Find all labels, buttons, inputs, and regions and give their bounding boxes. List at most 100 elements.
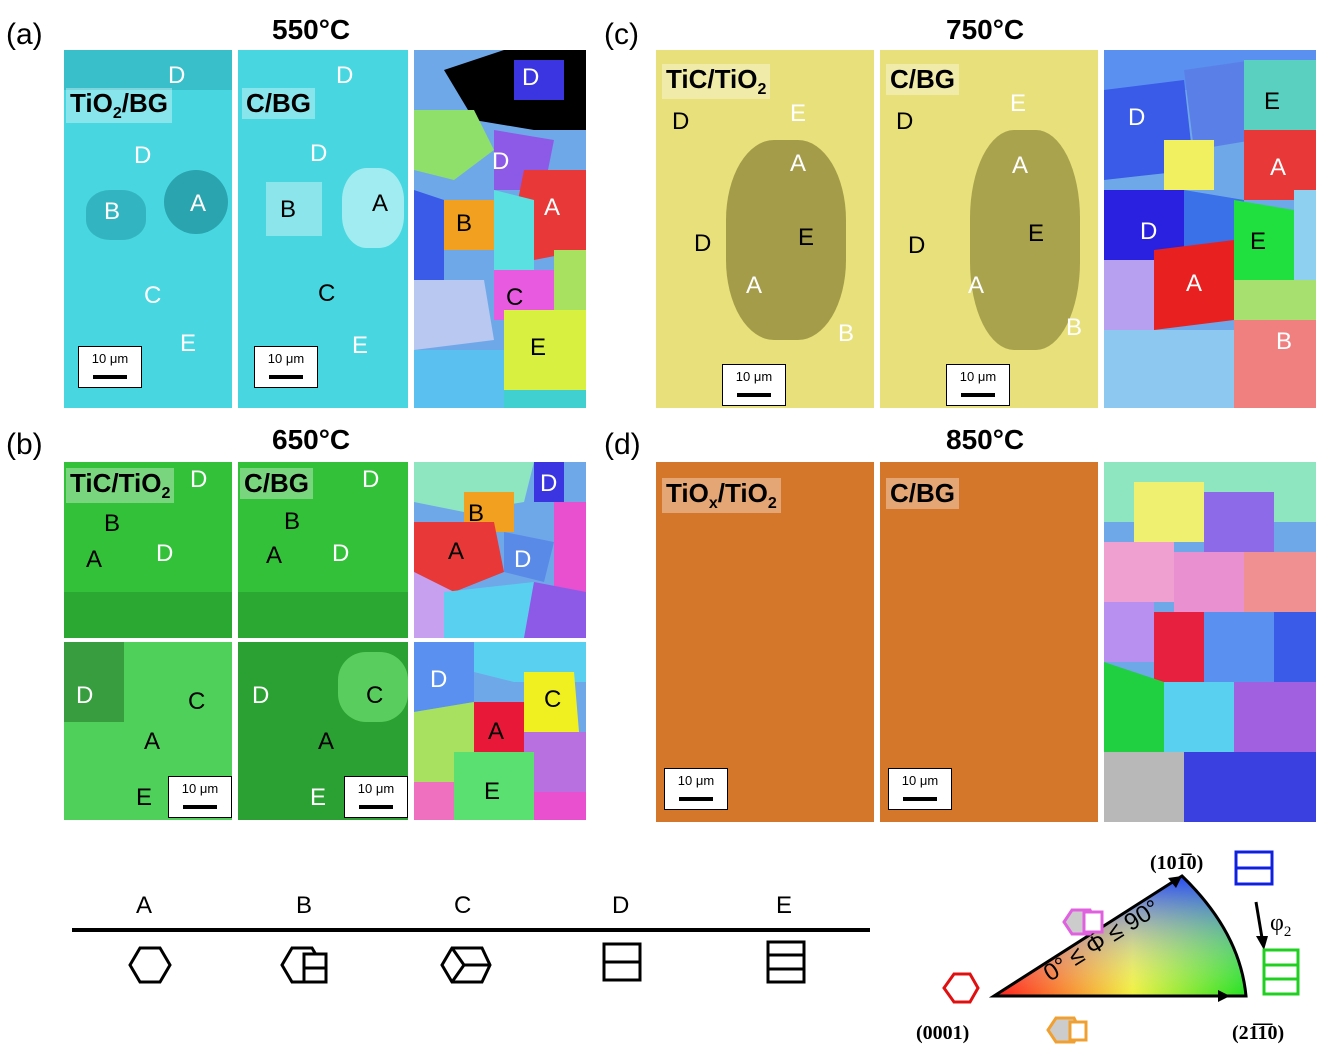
panel-d-temperature: 850°C <box>946 424 1025 455</box>
legend-letter-d: D <box>612 892 630 919</box>
grain-label: C <box>366 682 384 709</box>
legend-letter-e: E <box>776 892 793 919</box>
panel-b-left-title: TiC/TiO2 <box>66 468 175 504</box>
panel-c-label: (c) <box>604 18 639 51</box>
panel-c-tic-map: TiC/TiO2 D E A D E A B 10 μm <box>656 50 874 408</box>
grain-label: A <box>1012 152 1029 179</box>
grain-label: E <box>484 778 501 805</box>
grain-label: D <box>540 470 558 497</box>
panel-d-tiox-map: TiOx/TiO2 10 μm <box>656 462 874 822</box>
panel-a-c-map: C/BG D D B A C E 10 μm <box>238 50 408 408</box>
panel-b-bottom-tic-map: D C A E 10 μm <box>64 642 232 820</box>
panel-d-left-title: TiOx/TiO2 <box>662 478 781 514</box>
grain-label: D <box>190 466 208 493</box>
ipf-left-plane: (0001) <box>916 1022 970 1044</box>
ipf-color-key: 0° ≤ Φ ≤ 90° <box>942 850 1300 1044</box>
tilted-prism-icon <box>280 946 328 984</box>
grain-label: C <box>188 688 206 715</box>
panel-b-bottom-c-map: D C A E 10 μm <box>238 642 408 820</box>
inclined-prism-icon <box>440 946 492 984</box>
grain-label: A <box>544 194 561 221</box>
panel-a-left-title: TiO2/BG <box>66 88 172 124</box>
scale-bar: 10 μm <box>168 776 232 818</box>
scale-bar: 10 μm <box>78 346 142 388</box>
grain-label: E <box>1028 220 1045 247</box>
grain-label: D <box>336 62 354 89</box>
legend-divider <box>72 928 870 932</box>
grain-label: A <box>448 538 465 565</box>
grain-label: A <box>968 272 985 299</box>
grain-label: B <box>468 500 485 527</box>
grain-label: D <box>1140 218 1158 245</box>
legend-letter-b: B <box>296 892 313 919</box>
grain-label: B <box>104 198 121 225</box>
grain-label: C <box>506 284 524 311</box>
grain-label: D <box>896 108 914 135</box>
legend-letter-c: C <box>454 892 472 919</box>
grain-label: C <box>144 282 162 309</box>
grain-label: A <box>746 272 763 299</box>
grain-label: A <box>488 718 505 745</box>
grain-label: E <box>530 334 547 361</box>
grain-label: E <box>1264 88 1281 115</box>
grain-label: D <box>156 540 174 567</box>
grain-label: A <box>266 542 283 569</box>
grain-label: B <box>280 196 297 223</box>
grain-label: A <box>790 150 807 177</box>
panel-c-mid-title: C/BG <box>886 64 959 95</box>
grain-label: E <box>1250 228 1267 255</box>
panel-a-ebsd-map: D D B A C E <box>414 50 586 408</box>
grain-label: B <box>456 210 473 237</box>
grain-label: A <box>1270 154 1287 181</box>
panel-a-mid-title: C/BG <box>242 88 315 119</box>
panel-d-ebsd-map <box>1104 462 1316 822</box>
grain-label: D <box>672 108 690 135</box>
grain-label: E <box>352 332 369 359</box>
grain-label: E <box>310 784 327 811</box>
grain-label: B <box>838 320 855 347</box>
grain-label: D <box>492 148 510 175</box>
scale-bar: 10 μm <box>254 346 318 388</box>
panel-a-temperature: 550°C <box>272 14 351 45</box>
ipf-right-plane: (21̅1̅0) <box>1232 1022 1285 1044</box>
grain-label: D <box>134 142 152 169</box>
panel-b-label: (b) <box>6 428 43 461</box>
grain-label: D <box>430 666 448 693</box>
scale-bar: 10 μm <box>344 776 408 818</box>
grain-label: B <box>284 508 301 535</box>
grain-label: E <box>1010 90 1027 117</box>
grain-label: D <box>908 232 926 259</box>
grain-label: A <box>1186 270 1203 297</box>
grain-label: A <box>318 728 335 755</box>
scale-bar: 10 μm <box>946 364 1010 406</box>
legend-letter-a: A <box>136 892 153 919</box>
grain-label: D <box>76 682 94 709</box>
scale-bar: 10 μm <box>664 768 728 810</box>
grain-label: D <box>332 540 350 567</box>
prism-two-section-icon <box>602 942 642 982</box>
panel-d-label: (d) <box>604 428 641 461</box>
panel-b-top-ebsd-map: D B A D <box>414 462 586 638</box>
panel-b-bottom-ebsd-map: D C A E <box>414 642 586 820</box>
grain-label: A <box>144 728 161 755</box>
panel-c-left-title: TiC/TiO2 <box>662 64 771 100</box>
grain-label: E <box>180 330 197 357</box>
grain-label: C <box>544 686 562 713</box>
grain-label: E <box>798 224 815 251</box>
prism-three-section-icon <box>766 940 806 984</box>
grain-label: B <box>1276 328 1293 355</box>
ipf-top-plane: (101̅0) <box>1150 852 1204 874</box>
grain-label: C <box>318 280 336 307</box>
scale-bar: 10 μm <box>888 768 952 810</box>
panel-b-mid-title: C/BG <box>240 468 313 499</box>
grain-label: D <box>694 230 712 257</box>
scale-bar: 10 μm <box>722 364 786 406</box>
phi2-label: φ2 <box>1270 910 1292 940</box>
grain-label: A <box>190 190 207 217</box>
panel-c-c-map: C/BG D E A D E A B 10 μm <box>880 50 1098 408</box>
panel-b-top-tic-map: TiC/TiO2 D B A D <box>64 462 232 638</box>
grain-label: B <box>104 510 121 537</box>
grain-label: D <box>522 64 540 91</box>
grain-label: E <box>136 784 153 811</box>
grain-label: D <box>362 466 380 493</box>
